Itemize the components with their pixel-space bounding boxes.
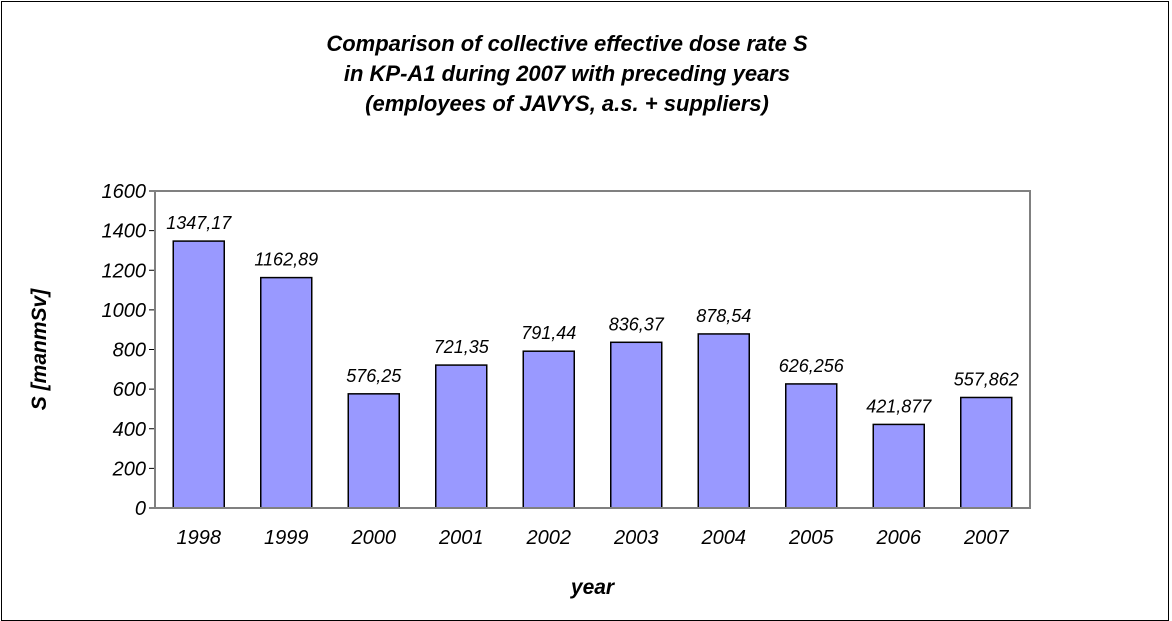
x-tick-label-2003: 2003 bbox=[613, 527, 659, 549]
data-label-2005: 626,256 bbox=[779, 356, 845, 376]
data-label-2006: 421,877 bbox=[866, 396, 932, 416]
y-tick-label: 400 bbox=[113, 419, 146, 441]
x-tick-label-2004: 2004 bbox=[701, 527, 747, 549]
data-label-1998: 1347,17 bbox=[166, 213, 232, 233]
y-tick-label: 600 bbox=[113, 379, 146, 401]
chart-title-line-2: in KP-A1 during 2007 with preceding year… bbox=[343, 61, 791, 86]
bar-1998 bbox=[172, 240, 225, 509]
bar-chart: 0 200 400 600 800 1000 1200 1400 1600 1347,17 116… bbox=[28, 181, 1031, 599]
x-tick-label-1999: 1999 bbox=[264, 527, 309, 549]
x-tick-label-2000: 2000 bbox=[351, 527, 397, 549]
bar-2003 bbox=[610, 341, 663, 509]
y-tick-label: 1400 bbox=[102, 221, 147, 243]
chart-title: Comparison of collective effective dose … bbox=[2, 29, 1132, 119]
data-label-2000: 576,25 bbox=[346, 366, 402, 386]
data-label-1999: 1162,89 bbox=[254, 250, 318, 270]
plot-area-border bbox=[154, 190, 1031, 509]
y-axis-title: S [manmSv] bbox=[28, 288, 51, 410]
bar-2005 bbox=[785, 383, 838, 509]
y-tick-label: 800 bbox=[113, 340, 146, 362]
data-label-2004: 878,54 bbox=[696, 306, 751, 326]
y-tick-label: 200 bbox=[112, 458, 146, 480]
x-axis-title: year bbox=[570, 576, 616, 599]
x-axis-ticks: 1998 1999 2000 2001 2002 2003 2004 2005 2006 2007 bbox=[177, 527, 1010, 549]
x-tick-label-2005: 2005 bbox=[788, 527, 834, 549]
y-tick-label: 1000 bbox=[102, 300, 147, 322]
y-tick-label: 1600 bbox=[102, 181, 147, 203]
y-tick-label: 0 bbox=[135, 498, 146, 520]
data-label-2007: 557,862 bbox=[954, 369, 1019, 389]
x-tick-label-2002: 2002 bbox=[526, 527, 572, 549]
data-label-2003: 836,37 bbox=[609, 314, 665, 334]
x-tick-label-2007: 2007 bbox=[963, 527, 1009, 549]
bars bbox=[172, 240, 1013, 509]
y-tick-label: 1200 bbox=[102, 260, 147, 282]
bar-2000 bbox=[347, 393, 400, 509]
chart-title-line-1: Comparison of collective effective dose … bbox=[326, 31, 808, 56]
data-label-2001: 721,35 bbox=[434, 337, 490, 357]
x-tick-label-2006: 2006 bbox=[876, 527, 922, 549]
x-tick-label-1998: 1998 bbox=[177, 527, 222, 549]
bar-2002 bbox=[522, 350, 575, 509]
bar-2001 bbox=[435, 364, 488, 509]
bar-2004 bbox=[697, 333, 750, 509]
bar-1999 bbox=[260, 276, 313, 509]
data-labels: 1347,17 1162,89 576,25 721,35 791,44 836,37 87… bbox=[166, 213, 1019, 416]
bar-2007 bbox=[960, 396, 1013, 509]
bar-2006 bbox=[872, 423, 925, 509]
x-tick-label-2001: 2001 bbox=[438, 527, 484, 549]
data-label-2002: 791,44 bbox=[521, 323, 576, 343]
chart-title-line-3: (employees of JAVYS, a.s. + suppliers) bbox=[365, 91, 769, 116]
y-axis-ticks: 0 200 400 600 800 1000 1200 1400 1600 bbox=[102, 181, 155, 520]
